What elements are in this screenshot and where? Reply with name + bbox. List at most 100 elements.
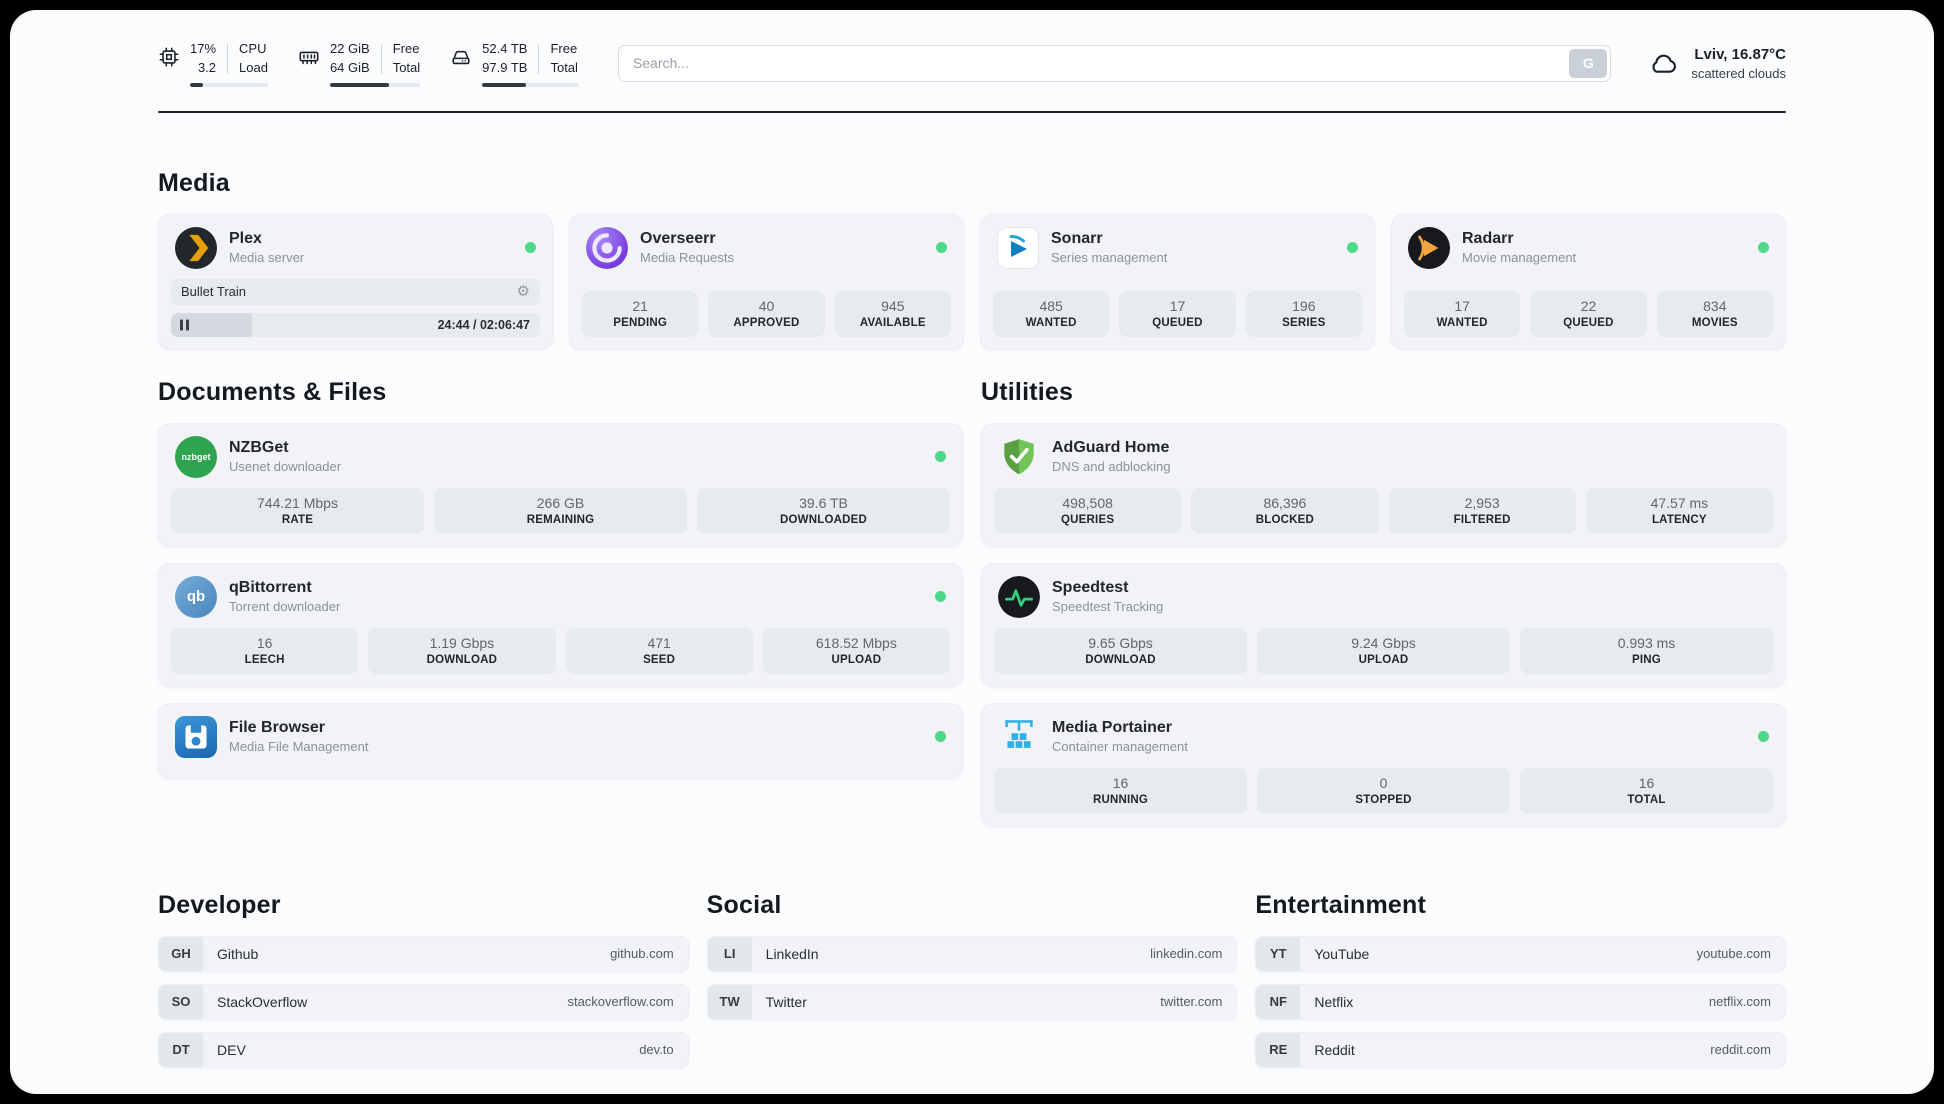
search-input[interactable] xyxy=(618,55,1570,72)
stat-label: TOTAL xyxy=(1627,794,1666,807)
stat-remaining: 266 GB REMAINING xyxy=(434,487,687,534)
player-seek-bar[interactable]: 24:44 / 02:06:47 xyxy=(171,312,540,337)
app-card-speedtest[interactable]: Speedtest Speedtest Tracking 9.65 Gbps D… xyxy=(981,562,1786,687)
stat-label: DOWNLOADED xyxy=(780,514,867,527)
stat-label: PENDING xyxy=(613,317,668,330)
stat-running: 16 RUNNING xyxy=(994,767,1247,814)
plex-icon xyxy=(175,226,217,269)
app-name: Speedtest xyxy=(1052,579,1129,597)
status-online-dot xyxy=(1758,242,1769,254)
app-card-qbittorrent[interactable]: qb qBittorrent Torrent downloader 16 LEE… xyxy=(158,562,963,687)
stat-label: DOWNLOAD xyxy=(1085,654,1156,667)
status-online-dot xyxy=(935,731,946,743)
adguard-shield-icon xyxy=(998,436,1040,478)
entertainment-section-title: Entertainment xyxy=(1255,890,1427,919)
app-description: Speedtest Tracking xyxy=(1052,599,1164,615)
app-card-overseerr[interactable]: Overseerr Media Requests 21 PENDING 40 A… xyxy=(569,213,964,350)
bookmark-name: YouTube xyxy=(1314,945,1370,962)
memory-progress-bar xyxy=(329,82,421,87)
stat-label: REMAINING xyxy=(526,514,595,527)
stat-label: WANTED xyxy=(1025,317,1077,330)
status-online-dot xyxy=(935,451,946,463)
player-time: 24:44 / 02:06:47 xyxy=(437,317,530,332)
stat-downloaded: 39.6 TB DOWNLOADED xyxy=(697,487,950,534)
search-engine-button[interactable]: G xyxy=(1569,48,1608,78)
youtube-icon: YT xyxy=(1256,936,1301,971)
stat-label: STOPPED xyxy=(1355,794,1412,807)
stat-label: BLOCKED xyxy=(1255,514,1314,527)
memory-free-label: Free xyxy=(392,41,420,56)
stat-value: 0 xyxy=(1379,775,1388,792)
stat-upload: 9.24 Gbps UPLOAD xyxy=(1257,627,1510,674)
app-card-portainer[interactable]: Media Portainer Container management 16 … xyxy=(981,702,1786,827)
section-entertainment: Entertainment YT YouTube youtube.com NF … xyxy=(1255,891,1786,1080)
divider xyxy=(227,43,229,74)
stat-label: SEED xyxy=(643,654,676,667)
bookmark-name: LinkedIn xyxy=(765,945,819,962)
dev-icon: DT xyxy=(159,1032,203,1067)
stat-available: 945 AVAILABLE xyxy=(834,290,951,337)
cpu-load-value: 3.2 xyxy=(197,59,217,75)
stat-leech: 16 LEECH xyxy=(171,627,359,674)
bookmark-name: Github xyxy=(217,945,259,962)
divider xyxy=(380,43,382,74)
stat-label: RUNNING xyxy=(1092,794,1149,807)
app-description: Usenet downloader xyxy=(229,459,342,475)
bookmark-dev[interactable]: DT DEV dev.to xyxy=(158,1031,689,1068)
stat-queued: 17 QUEUED xyxy=(1119,290,1236,337)
bookmark-name: StackOverflow xyxy=(217,993,308,1010)
bookmark-url: netflix.com xyxy=(1708,994,1771,1010)
app-description: Media Requests xyxy=(640,250,734,266)
stat-download: 9.65 Gbps DOWNLOAD xyxy=(994,627,1247,674)
divider xyxy=(538,43,540,74)
stat-value: 498,508 xyxy=(1062,495,1113,512)
pause-icon[interactable] xyxy=(180,319,189,331)
bookmark-youtube[interactable]: YT YouTube youtube.com xyxy=(1255,935,1786,972)
bookmark-url: dev.to xyxy=(639,1042,674,1058)
stat-latency: 47.57 ms LATENCY xyxy=(1585,487,1773,534)
app-card-plex[interactable]: Plex Media server Bullet Train ⚙ 24:44 /… xyxy=(158,213,553,350)
app-card-filebrowser[interactable]: File Browser Media File Management xyxy=(158,702,963,779)
twitter-icon: TW xyxy=(707,984,752,1019)
gear-icon[interactable]: ⚙ xyxy=(516,283,530,301)
app-card-adguard[interactable]: AdGuard Home DNS and adblocking 498,508 … xyxy=(981,422,1786,547)
stat-value: 266 GB xyxy=(536,495,585,512)
app-description: Series management xyxy=(1051,250,1168,266)
stat-rate: 744.21 Mbps RATE xyxy=(171,487,424,534)
cloud-icon xyxy=(1647,47,1679,79)
bookmark-netflix[interactable]: NF Netflix netflix.com xyxy=(1255,983,1786,1020)
stat-value: 86,396 xyxy=(1263,495,1307,512)
bookmark-stackoverflow[interactable]: SO StackOverflow stackoverflow.com xyxy=(158,983,689,1020)
app-card-nzbget[interactable]: nzbget NZBGet Usenet downloader 744.21 M… xyxy=(158,422,963,547)
status-online-dot xyxy=(936,242,947,254)
stat-stopped: 0 STOPPED xyxy=(1257,767,1510,814)
stat-value: 0.993 ms xyxy=(1617,635,1676,652)
disk-total-value: 97.9 TB xyxy=(482,59,528,75)
memory-total-label: Total xyxy=(392,59,421,75)
stat-label: QUEUED xyxy=(1563,317,1614,330)
stat-seed: 471 SEED xyxy=(565,627,753,674)
bookmark-reddit[interactable]: RE Reddit reddit.com xyxy=(1255,1031,1786,1068)
stat-value: 16 xyxy=(1638,775,1655,792)
stat-wanted: 17 WANTED xyxy=(1404,290,1521,337)
section-media: Media Plex Media server xyxy=(158,169,1786,350)
bookmark-github[interactable]: GH Github github.com xyxy=(158,935,689,972)
now-playing-title: Bullet Train xyxy=(181,284,247,300)
bookmark-name: DEV xyxy=(217,1041,246,1058)
bookmark-twitter[interactable]: TW Twitter twitter.com xyxy=(706,983,1238,1020)
ram-icon xyxy=(298,46,320,68)
cpu-widget: 17% 3.2 CPU Load xyxy=(158,40,268,87)
stat-value: 47.57 ms xyxy=(1650,495,1709,512)
linkedin-icon: LI xyxy=(707,936,752,971)
cpu-load-label: Load xyxy=(239,59,268,75)
app-card-sonarr[interactable]: Sonarr Series management 485 WANTED 17 Q… xyxy=(980,213,1375,350)
bookmark-linkedin[interactable]: LI LinkedIn linkedin.com xyxy=(706,935,1238,972)
app-card-radarr[interactable]: Radarr Movie management 17 WANTED 22 QUE… xyxy=(1391,213,1786,350)
memory-free-value: 22 GiB xyxy=(329,41,370,56)
section-documents: Documents & Files nzbget NZBGet Usenet d… xyxy=(158,378,963,779)
stat-value: 17 xyxy=(1454,298,1470,315)
bookmark-url: youtube.com xyxy=(1696,946,1771,962)
disk-free-value: 52.4 TB xyxy=(482,41,528,56)
bookmark-name: Reddit xyxy=(1314,1041,1355,1058)
stat-pending: 21 PENDING xyxy=(582,290,699,337)
